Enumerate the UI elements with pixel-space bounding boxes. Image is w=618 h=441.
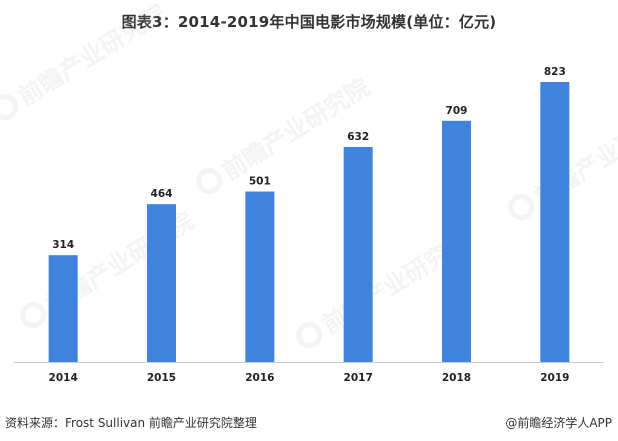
bar-2015 xyxy=(147,204,176,362)
data-label-2017: 632 xyxy=(347,131,369,143)
x-tick-label-2019: 2019 xyxy=(540,372,569,384)
data-label-2019: 823 xyxy=(544,66,566,78)
data-label-2014: 314 xyxy=(52,239,74,251)
x-tick-label-2018: 2018 xyxy=(442,372,471,384)
x-tick-label-2014: 2014 xyxy=(49,372,78,384)
x-tick-label-2015: 2015 xyxy=(147,372,176,384)
bar-2018 xyxy=(442,120,471,362)
x-tick-label-2017: 2017 xyxy=(344,372,373,384)
data-label-2018: 709 xyxy=(446,105,468,117)
data-label-2016: 501 xyxy=(249,176,271,188)
bar-2016 xyxy=(245,191,275,362)
x-tick-label-2016: 2016 xyxy=(245,372,274,384)
bar-2014 xyxy=(48,255,78,362)
bar-2017 xyxy=(343,146,373,362)
data-label-2015: 464 xyxy=(151,188,173,200)
brand-label: @前瞻经济学人APP xyxy=(505,416,612,430)
source-note: 资料来源：Frost Sullivan 前瞻产业研究院整理 xyxy=(5,416,257,430)
bar-2019 xyxy=(540,82,570,362)
chart-title: 图表3：2014-2019年中国电影市场规模(单位：亿元) xyxy=(121,13,497,31)
